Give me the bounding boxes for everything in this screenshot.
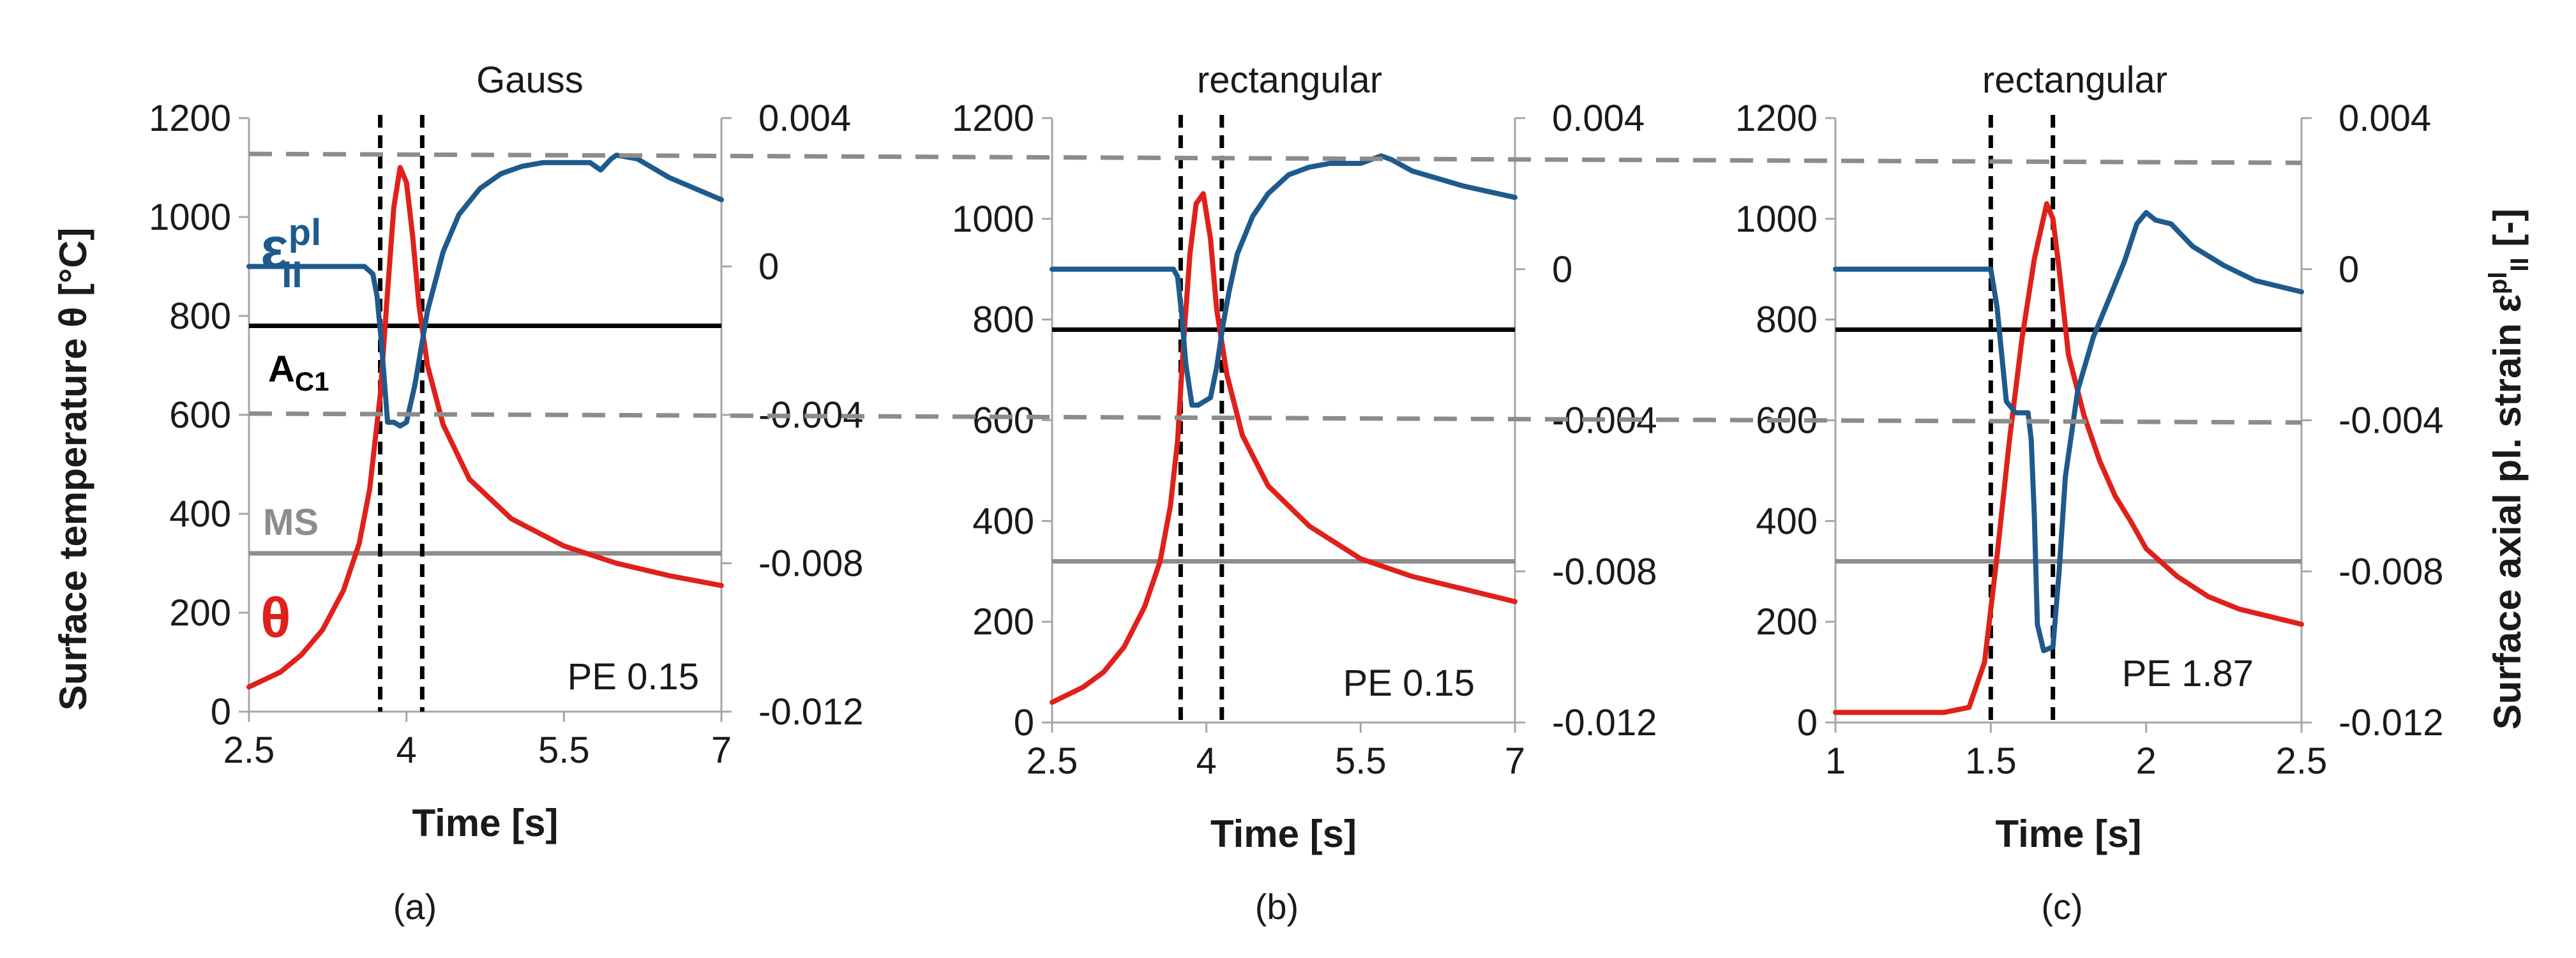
x-tick-label: 4: [396, 730, 417, 771]
x-axis-label: Time [s]: [1210, 812, 1357, 855]
y-right-tick-label: 0.004: [1552, 98, 1645, 139]
y-right-tick-label: -0.012: [2339, 702, 2443, 744]
x-tick-label: 1: [1825, 740, 1846, 782]
y-left-tick-label: 800: [169, 296, 231, 337]
y-right-tick-label: 0: [1552, 249, 1572, 290]
chart-panel-2: 020040060080010001200-0.012-0.008-0.0040…: [952, 59, 1657, 927]
x-axis-label: Time [s]: [412, 802, 559, 844]
legend-strain-sub: II: [282, 254, 302, 296]
panel-caption: (b): [1255, 887, 1299, 927]
y-left-tick-label: 0: [1014, 702, 1034, 744]
y-right-tick-label: -0.004: [2339, 400, 2443, 442]
y-left-tick-label: 1200: [952, 98, 1034, 139]
pe-annotation: PE 1.87: [2122, 653, 2254, 694]
y-left-tick-label: 400: [169, 493, 231, 535]
y-right-tick-label: -0.008: [758, 543, 863, 585]
chart-title: Gauss: [476, 59, 584, 101]
y-left-tick-label: 200: [1756, 601, 1818, 643]
panel-caption: (c): [2041, 887, 2083, 927]
temperature-series-line: [1833, 201, 2304, 715]
x-tick-label: 5.5: [538, 730, 590, 771]
y-right-tick-label: -0.012: [758, 691, 863, 733]
y-left-tick-label: 0: [211, 691, 231, 733]
y-left-tick-label: 1000: [149, 197, 231, 238]
y-right-label-sup: pl: [2484, 272, 2512, 295]
y-left-tick-label: 800: [1756, 299, 1818, 341]
legend-strain-sup: pl: [289, 212, 322, 253]
temperature-series-line: [1050, 191, 1518, 705]
y-right-label-sub: II: [2506, 257, 2534, 271]
y-left-tick-label: 400: [972, 500, 1034, 542]
y-right-tick-label: -0.012: [1552, 702, 1657, 744]
y-left-tick-label: 600: [169, 394, 231, 436]
y-right-axis-label: Surface axial pl. strain εplII [-]: [2484, 209, 2534, 730]
y-right-label-suffix: [-]: [2486, 209, 2529, 258]
y-right-tick-label: 0: [2339, 249, 2359, 290]
y-right-tick-label: -0.008: [2339, 551, 2443, 592]
x-tick-label: 5.5: [1335, 740, 1387, 782]
x-tick-label: 4: [1196, 740, 1217, 782]
legend-theta-label: θ: [260, 586, 291, 649]
x-tick-label: 7: [711, 730, 732, 771]
y-left-tick-label: 600: [972, 400, 1034, 442]
x-tick-label: 2.5: [2276, 740, 2328, 782]
y-right-tick-label: -0.008: [1552, 551, 1657, 592]
x-tick-label: 7: [1505, 740, 1525, 782]
y-right-tick-label: 0.004: [758, 98, 851, 139]
legend-strain-main: ε: [260, 216, 289, 281]
strain-lower-limit-line: [248, 411, 2302, 425]
legend-ac1-main: A: [268, 348, 295, 390]
pe-annotation: PE 0.15: [1343, 662, 1475, 704]
x-tick-label: 2.5: [1027, 740, 1078, 782]
y-left-axis-label: Surface temperature θ [°C]: [52, 228, 94, 711]
y-left-tick-label: 800: [972, 299, 1034, 341]
y-left-tick-label: 1000: [1735, 198, 1818, 240]
strain-series-line: [1833, 210, 2304, 654]
chart-panel-3: 020040060080010001200-0.012-0.008-0.0040…: [1735, 59, 2444, 927]
legend-strain-label: εpl II: [260, 212, 321, 296]
y-left-tick-label: 1200: [1735, 98, 1818, 139]
y-left-tick-label: 200: [169, 592, 231, 634]
strain-series-line: [1050, 153, 1518, 408]
pe-annotation: PE 0.15: [568, 656, 699, 698]
y-left-tick-label: 0: [1797, 702, 1818, 744]
strain-upper-limit-line: [248, 151, 2302, 165]
y-left-tick-label: 1200: [149, 98, 231, 139]
temperature-series-line: [246, 165, 724, 690]
panels: 020040060080010001200-0.012-0.008-0.0040…: [149, 59, 2444, 927]
chart-title: rectangular: [1982, 59, 2167, 101]
y-right-tick-label: 0.004: [2339, 98, 2431, 139]
y-left-tick-label: 200: [972, 601, 1034, 643]
panel-caption: (a): [393, 887, 437, 927]
x-tick-label: 2.5: [223, 730, 275, 771]
y-right-tick-label: 0: [758, 246, 779, 288]
x-tick-label: 1.5: [1965, 740, 2017, 782]
strain-series-line: [246, 153, 724, 429]
chart-title: rectangular: [1197, 59, 1382, 101]
y-left-tick-label: 400: [1756, 500, 1818, 542]
chart-panel-1: 020040060080010001200-0.012-0.008-0.0040…: [149, 59, 864, 927]
legend-ac1-label: AC1: [268, 348, 329, 396]
x-axis-label: Time [s]: [1996, 812, 2142, 855]
legend-ac1-sub: C1: [295, 366, 329, 396]
y-right-label-prefix: Surface axial pl. strain ε: [2486, 294, 2529, 730]
y-left-tick-label: 1000: [952, 198, 1034, 240]
x-tick-label: 2: [2136, 740, 2157, 782]
legend-ms-label: MS: [263, 502, 319, 543]
